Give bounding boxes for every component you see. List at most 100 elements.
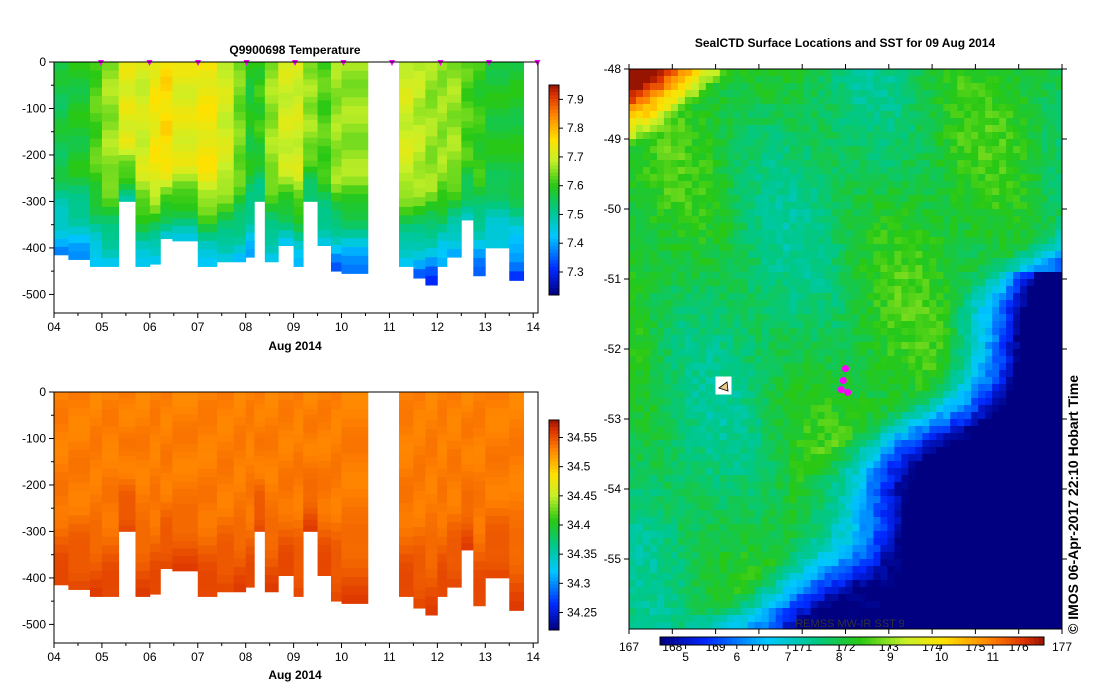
sst-cell xyxy=(936,412,944,420)
sst-cell xyxy=(719,398,728,406)
sst-cell xyxy=(929,118,937,126)
sst-cell xyxy=(642,384,651,392)
sst-cell xyxy=(1013,335,1021,343)
sst-cell xyxy=(712,419,721,427)
section-cell xyxy=(446,514,462,523)
sst-cell xyxy=(866,188,874,196)
section-cell xyxy=(101,502,120,512)
sst-cell xyxy=(824,265,832,273)
sst-cell xyxy=(908,223,916,231)
section-cell xyxy=(437,223,448,233)
sst-cell xyxy=(768,370,777,378)
x-tick-label: 11 xyxy=(383,320,396,334)
sst-cell xyxy=(985,356,993,364)
sst-cell xyxy=(656,230,665,238)
sst-cell xyxy=(894,90,902,98)
sst-cell xyxy=(985,300,993,308)
sst-cell xyxy=(705,335,714,343)
section-cell xyxy=(233,458,247,468)
sst-cell xyxy=(782,433,791,441)
sst-cell xyxy=(663,167,672,175)
section-cell xyxy=(101,536,120,546)
section-cell xyxy=(341,88,369,98)
sst-cell xyxy=(908,237,916,245)
sst-cell xyxy=(789,384,798,392)
sst-cell xyxy=(796,216,804,224)
section-cell xyxy=(425,275,438,286)
sst-cell xyxy=(999,90,1007,98)
sst-cell xyxy=(824,76,832,84)
section-cell xyxy=(278,199,294,208)
sst-cell xyxy=(761,279,770,287)
section-cell xyxy=(485,430,510,439)
sst-cell xyxy=(782,412,791,420)
section-cell xyxy=(473,561,486,571)
sst-cell xyxy=(1006,286,1014,294)
section-cell xyxy=(216,70,235,80)
sst-cell xyxy=(866,405,874,413)
sst-cell xyxy=(740,146,749,154)
section-cell xyxy=(278,138,294,147)
sst-cell xyxy=(747,321,756,329)
sst-cell xyxy=(887,104,895,112)
sst-cell xyxy=(782,328,791,336)
sst-cell xyxy=(845,265,853,273)
sst-cell xyxy=(852,216,860,224)
section-cell xyxy=(160,553,173,562)
sst-cell xyxy=(880,181,888,189)
section-cell xyxy=(473,62,486,72)
section-cell xyxy=(160,561,173,570)
sst-cell xyxy=(1006,111,1014,119)
sst-cell xyxy=(691,321,700,329)
sst-cell xyxy=(629,90,637,98)
section-cell xyxy=(399,189,414,199)
sst-cell xyxy=(698,76,707,84)
section-cell xyxy=(216,466,235,476)
sst-cell xyxy=(649,286,658,294)
sst-cell xyxy=(845,342,853,350)
section-cell xyxy=(278,153,294,162)
section-cell xyxy=(245,102,255,112)
sst-cell xyxy=(1041,321,1049,329)
sst-cell xyxy=(761,69,770,77)
sst-cell xyxy=(629,104,637,112)
sst-cell xyxy=(803,188,811,196)
section-cell xyxy=(118,479,136,486)
sst-cell xyxy=(978,181,986,189)
sst-cell xyxy=(894,118,902,126)
sst-cell xyxy=(817,69,825,77)
section-cell xyxy=(54,576,69,586)
sst-cell xyxy=(705,363,714,371)
sst-cell xyxy=(782,370,791,378)
sst-cell xyxy=(775,195,784,203)
section-cell xyxy=(303,473,318,480)
sst-cell xyxy=(1020,125,1028,133)
sst-cell xyxy=(656,125,665,133)
sst-cell xyxy=(684,132,693,140)
sst-cell xyxy=(796,83,804,91)
sst-cell xyxy=(768,132,777,140)
sst-cell xyxy=(775,370,784,378)
sst-cell xyxy=(1041,363,1049,371)
section-cell xyxy=(254,450,266,457)
colorbar-band xyxy=(549,137,559,142)
sst-cell xyxy=(635,83,644,91)
section-cell xyxy=(446,489,462,499)
section-cell xyxy=(413,581,426,591)
section-cell xyxy=(118,525,136,532)
sst-cell xyxy=(782,139,791,147)
sst-cell xyxy=(859,433,867,441)
sst-cell xyxy=(831,90,839,98)
sst-cell xyxy=(866,69,874,77)
sst-cell xyxy=(747,244,756,252)
section-cell xyxy=(425,559,438,570)
section-cell xyxy=(437,417,448,427)
section-cell xyxy=(485,201,510,210)
sst-cell xyxy=(908,188,916,196)
sst-cell xyxy=(698,363,707,371)
sst-cell xyxy=(796,342,804,350)
section-cell xyxy=(118,415,136,422)
sst-cell xyxy=(1006,321,1014,329)
sst-cell xyxy=(740,104,749,112)
section-cell xyxy=(399,147,414,157)
